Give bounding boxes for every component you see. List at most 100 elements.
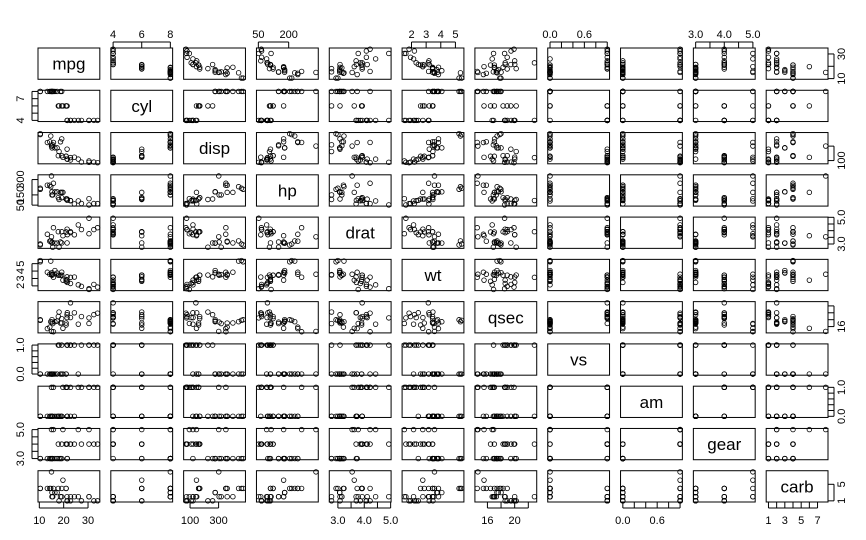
data-point bbox=[823, 88, 829, 95]
panel-cyl-vs-mpg bbox=[37, 88, 101, 124]
panel-frame bbox=[765, 343, 829, 376]
data-point bbox=[289, 241, 295, 247]
data-point bbox=[55, 152, 62, 159]
panel-hp-vs-mpg bbox=[37, 173, 101, 208]
data-point bbox=[280, 88, 287, 95]
data-point bbox=[50, 225, 57, 231]
data-point bbox=[790, 384, 796, 391]
data-point bbox=[721, 300, 727, 306]
data-point bbox=[692, 184, 699, 190]
data-point bbox=[429, 139, 436, 145]
data-point bbox=[491, 64, 498, 70]
data-point bbox=[351, 63, 357, 70]
data-point bbox=[193, 426, 200, 433]
panel-disp-vs-cyl bbox=[110, 130, 174, 166]
data-point bbox=[298, 225, 305, 231]
data-point bbox=[474, 68, 480, 75]
data-point bbox=[190, 498, 196, 504]
data-point bbox=[60, 189, 66, 196]
data-point bbox=[367, 384, 373, 391]
data-point bbox=[429, 455, 436, 462]
data-point bbox=[337, 312, 343, 318]
data-point bbox=[425, 485, 432, 492]
data-point bbox=[604, 455, 610, 462]
data-point bbox=[823, 271, 829, 277]
data-point bbox=[64, 312, 70, 318]
data-point bbox=[429, 494, 436, 500]
data-point bbox=[209, 312, 216, 318]
data-point bbox=[363, 54, 370, 60]
data-point bbox=[193, 384, 200, 391]
data-point bbox=[339, 371, 345, 377]
data-point bbox=[620, 156, 626, 162]
data-point bbox=[483, 70, 490, 77]
data-point bbox=[692, 325, 699, 332]
data-point bbox=[193, 494, 199, 500]
data-point bbox=[547, 185, 553, 191]
data-point bbox=[212, 413, 218, 419]
data-point bbox=[721, 229, 727, 235]
panel-disp-vs-qsec bbox=[474, 130, 538, 166]
data-point bbox=[49, 239, 55, 245]
data-point bbox=[773, 88, 780, 95]
panel-frame bbox=[620, 174, 683, 207]
data-point bbox=[328, 192, 335, 198]
data-point bbox=[425, 117, 432, 124]
data-point bbox=[60, 477, 66, 483]
data-point bbox=[773, 455, 780, 462]
data-point bbox=[44, 485, 51, 492]
data-point bbox=[489, 282, 495, 288]
panel-frame bbox=[620, 470, 683, 503]
data-point bbox=[139, 342, 145, 348]
data-point bbox=[692, 197, 699, 204]
data-point bbox=[498, 189, 504, 195]
data-point bbox=[721, 152, 727, 159]
data-point bbox=[806, 233, 813, 239]
data-point bbox=[386, 117, 392, 124]
data-point bbox=[209, 196, 216, 202]
data-point bbox=[480, 413, 487, 419]
data-point bbox=[493, 494, 499, 500]
data-point bbox=[773, 50, 780, 57]
panel-frame bbox=[547, 343, 611, 376]
data-point bbox=[94, 117, 101, 124]
panel-disp-vs-gear bbox=[692, 130, 756, 166]
tick-label: 150 bbox=[15, 186, 27, 204]
data-point bbox=[59, 194, 65, 201]
data-point bbox=[411, 342, 418, 348]
data-point bbox=[372, 156, 379, 162]
data-point bbox=[78, 117, 85, 124]
tick-label: 4 bbox=[110, 29, 116, 41]
data-point bbox=[431, 426, 438, 433]
panel-qsec-vs-wt bbox=[401, 300, 465, 335]
panel-frame bbox=[474, 427, 538, 461]
data-point bbox=[604, 225, 610, 231]
data-point bbox=[620, 258, 626, 264]
data-point bbox=[426, 232, 432, 238]
data-point bbox=[677, 180, 683, 186]
panel-vs-vs-am bbox=[620, 342, 683, 377]
data-point bbox=[337, 455, 343, 462]
data-point bbox=[604, 320, 610, 327]
panel-disp-vs-disp: disp bbox=[183, 132, 246, 165]
data-point bbox=[275, 239, 282, 245]
variable-label-gear: gear bbox=[707, 435, 741, 454]
left-axis-gear: 3.05.0 bbox=[15, 422, 38, 466]
data-point bbox=[425, 225, 432, 231]
data-point bbox=[52, 371, 58, 377]
data-point bbox=[268, 320, 274, 327]
panel-frame bbox=[110, 258, 174, 292]
data-point bbox=[335, 413, 341, 419]
data-point bbox=[71, 201, 78, 207]
data-point bbox=[431, 88, 438, 95]
data-point bbox=[238, 75, 245, 81]
panel-wt-vs-wt: wt bbox=[401, 258, 465, 292]
data-point bbox=[313, 234, 319, 240]
panel-frame bbox=[110, 132, 174, 165]
data-point bbox=[280, 494, 287, 500]
data-point bbox=[364, 342, 370, 348]
data-point bbox=[355, 342, 361, 348]
panel-frame bbox=[547, 385, 611, 418]
data-point bbox=[110, 441, 116, 447]
data-point bbox=[474, 225, 480, 231]
